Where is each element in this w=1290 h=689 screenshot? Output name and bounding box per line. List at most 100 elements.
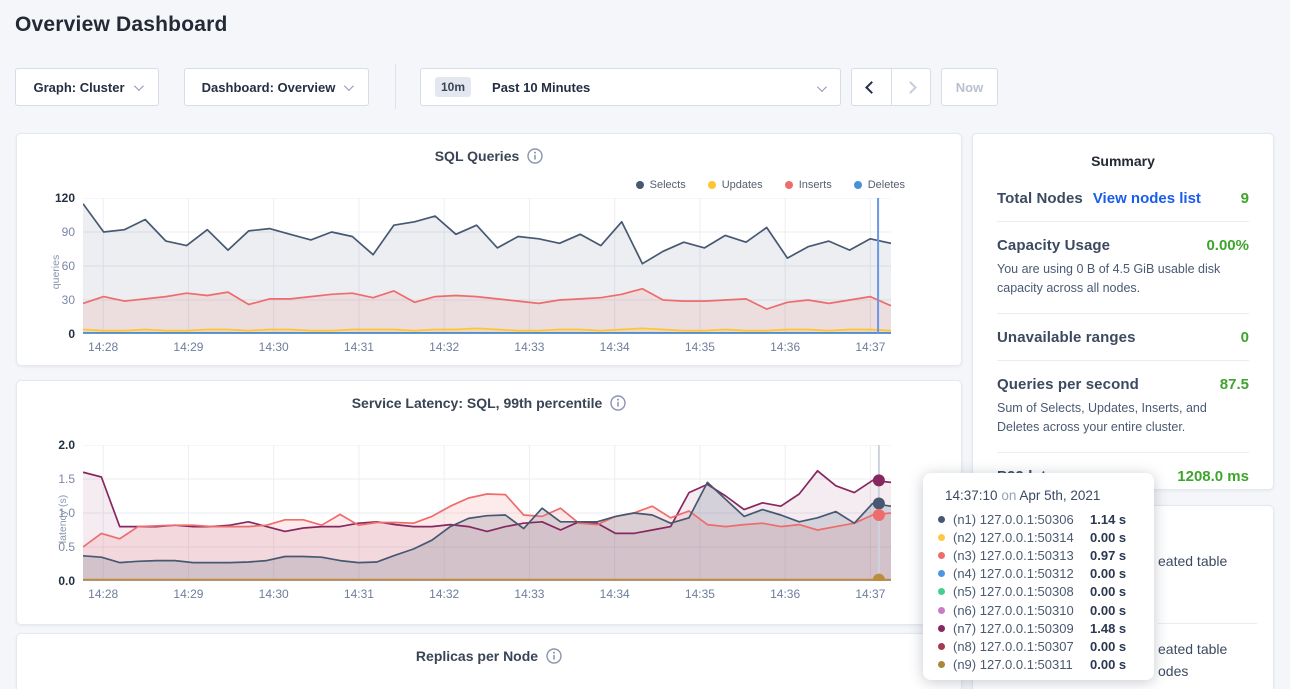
y-axis-tick-label: 90 — [61, 225, 75, 239]
view-nodes-list-link[interactable]: View nodes list — [1092, 190, 1201, 207]
x-axis-tick-label: 14:33 — [514, 340, 545, 354]
series-color-dot — [938, 624, 945, 632]
x-axis-tick-label: 14:29 — [173, 587, 204, 601]
tooltip-node-value: 1.14 s — [1090, 511, 1127, 527]
tooltip-node-label: (n7) 127.0.0.1:50309 — [953, 620, 1074, 636]
x-axis-tick-label: 14:36 — [770, 587, 801, 601]
tooltip-row: (n5) 127.0.0.1:50308 0.00 s — [923, 583, 1154, 601]
service-latency-chart-card: Service Latency: SQL, 99th percentile 0.… — [16, 380, 962, 625]
x-axis-tick-label: 14:30 — [258, 340, 289, 354]
legend-item[interactable]: Updates — [707, 179, 763, 191]
summary-row-label: Unavailable ranges — [997, 328, 1136, 346]
tooltip-rows: (n1) 127.0.0.1:50306 1.14 s (n2) 127.0.0.1… — [923, 510, 1154, 674]
x-axis-tick-label: 14:31 — [343, 587, 374, 601]
graph-dropdown[interactable]: Graph: Cluster — [15, 68, 159, 106]
legend-color-dot — [635, 181, 644, 189]
y-axis-tick-label: 1.0 — [58, 506, 75, 520]
summary-row: Capacity Usage 0.00% You are using 0 B of … — [997, 222, 1249, 314]
summary-row-description: Sum of Selects, Updates, Inserts, and De… — [997, 400, 1207, 435]
series-color-dot — [938, 606, 945, 614]
y-axis-tick-label: 0.0 — [58, 574, 75, 588]
y-axis-unit-label: queries — [50, 254, 63, 290]
x-axis-tick-label: 14:31 — [343, 340, 374, 354]
y-axis-tick-label: 2.0 — [58, 438, 75, 452]
chart-title: Replicas per Node — [415, 648, 539, 664]
legend-label: Updates — [721, 179, 763, 191]
chart-canvas — [83, 198, 891, 334]
tooltip-row: (n7) 127.0.0.1:50309 1.48 s — [923, 619, 1154, 637]
chevron-down-icon — [816, 82, 827, 93]
tooltip-node-label: (n3) 127.0.0.1:50313 — [953, 547, 1074, 563]
summary-row-label: Total Nodes — [997, 190, 1083, 207]
chevron-left-icon — [864, 80, 878, 94]
legend-item[interactable]: Selects — [635, 179, 686, 191]
dashboard-dropdown[interactable]: Dashboard: Overview — [184, 68, 369, 106]
tooltip-node-value: 0.97 s — [1090, 547, 1127, 563]
time-back-button[interactable] — [852, 69, 891, 105]
y-axis-tick-label: 0 — [68, 327, 75, 341]
series-color-dot — [938, 515, 945, 523]
summary-row-value: 9 — [1240, 190, 1249, 207]
chart-hover-tooltip: 14:37:10 on Apr 5th, 2021 (n1) 127.0.0.1… — [923, 473, 1154, 680]
tooltip-row: (n1) 127.0.0.1:50306 1.14 s — [923, 510, 1154, 528]
tooltip-row: (n2) 127.0.0.1:50314 0.00 s — [923, 528, 1154, 546]
x-axis-tick-label: 14:32 — [429, 587, 460, 601]
tooltip-row: (n6) 127.0.0.1:50310 0.00 s — [923, 601, 1154, 619]
tooltip-row: (n3) 127.0.0.1:50313 0.97 s — [923, 546, 1154, 564]
tooltip-timestamp: 14:37:10 on Apr 5th, 2021 — [945, 488, 1101, 503]
tooltip-node-label: (n9) 127.0.0.1:50311 — [953, 657, 1073, 673]
summary-row: Queries per second 87.5 Sum of Selects, Up… — [997, 361, 1249, 453]
chevron-down-icon — [344, 80, 355, 91]
series-color-dot — [938, 551, 945, 559]
x-axis-tick-label: 14:29 — [173, 340, 204, 354]
info-icon[interactable] — [610, 395, 626, 411]
summary-row-value: 1208.0 ms — [1177, 467, 1249, 485]
info-icon[interactable] — [546, 648, 562, 664]
summary-rows: Total Nodes View nodes list 9 Capacity Usag… — [973, 175, 1273, 499]
legend-color-dot — [853, 181, 862, 189]
x-axis-tick-label: 14:37 — [855, 340, 886, 354]
events-divider — [1158, 623, 1257, 624]
time-forward-button[interactable] — [890, 69, 931, 105]
y-axis-tick-label: 0.5 — [58, 540, 75, 554]
summary-title: Summary — [1091, 153, 1155, 169]
summary-panel: Summary Total Nodes View nodes list 9 Capac… — [972, 133, 1274, 490]
legend-label: Inserts — [798, 179, 832, 191]
tooltip-node-value: 0.00 s — [1090, 602, 1127, 618]
x-axis-tick-label: 14:28 — [88, 587, 119, 601]
chart-title: Service Latency: SQL, 99th percentile — [351, 395, 603, 411]
summary-row: Total Nodes View nodes list 9 — [997, 175, 1249, 222]
legend-color-dot — [707, 181, 716, 189]
tooltip-row: (n8) 127.0.0.1:50307 0.00 s — [923, 637, 1154, 655]
series-color-dot — [938, 642, 945, 650]
chart-canvas — [83, 445, 891, 581]
tooltip-node-label: (n5) 127.0.0.1:50308 — [953, 584, 1074, 600]
legend-item[interactable]: Deletes — [853, 179, 905, 191]
chevron-right-icon — [904, 80, 918, 94]
x-axis-tick-label: 14:35 — [684, 587, 715, 601]
info-icon[interactable] — [527, 148, 543, 164]
graph-dropdown-label: Graph: Cluster — [33, 79, 125, 95]
tooltip-node-value: 0.00 s — [1090, 529, 1127, 545]
tooltip-node-label: (n4) 127.0.0.1:50312 — [953, 566, 1074, 582]
tooltip-node-value: 0.00 s — [1090, 566, 1127, 582]
chart-legend: Selects Updates Inserts Deletes — [635, 179, 905, 191]
legend-label: Deletes — [867, 179, 905, 191]
legend-color-dot — [784, 181, 793, 189]
tooltip-node-value: 1.48 s — [1090, 620, 1127, 636]
now-button[interactable]: Now — [941, 68, 998, 106]
time-range-selector[interactable]: 10m Past 10 Minutes — [420, 68, 841, 106]
chevron-down-icon — [133, 80, 144, 91]
summary-row-label: Capacity Usage — [997, 237, 1111, 254]
y-axis-tick-label: 1.5 — [58, 472, 75, 486]
summary-row-value: 87.5 — [1219, 375, 1249, 393]
dashboard-dropdown-label: Dashboard: Overview — [201, 79, 336, 95]
legend-item[interactable]: Inserts — [784, 179, 832, 191]
x-axis-tick-label: 14:32 — [429, 340, 460, 354]
x-axis-tick-label: 14:37 — [855, 587, 886, 601]
tooltip-node-label: (n6) 127.0.0.1:50310 — [953, 602, 1074, 618]
summary-row-label: Queries per second — [997, 375, 1139, 393]
tooltip-row: (n4) 127.0.0.1:50312 0.00 s — [923, 565, 1154, 583]
x-axis-tick-label: 14:30 — [258, 587, 289, 601]
